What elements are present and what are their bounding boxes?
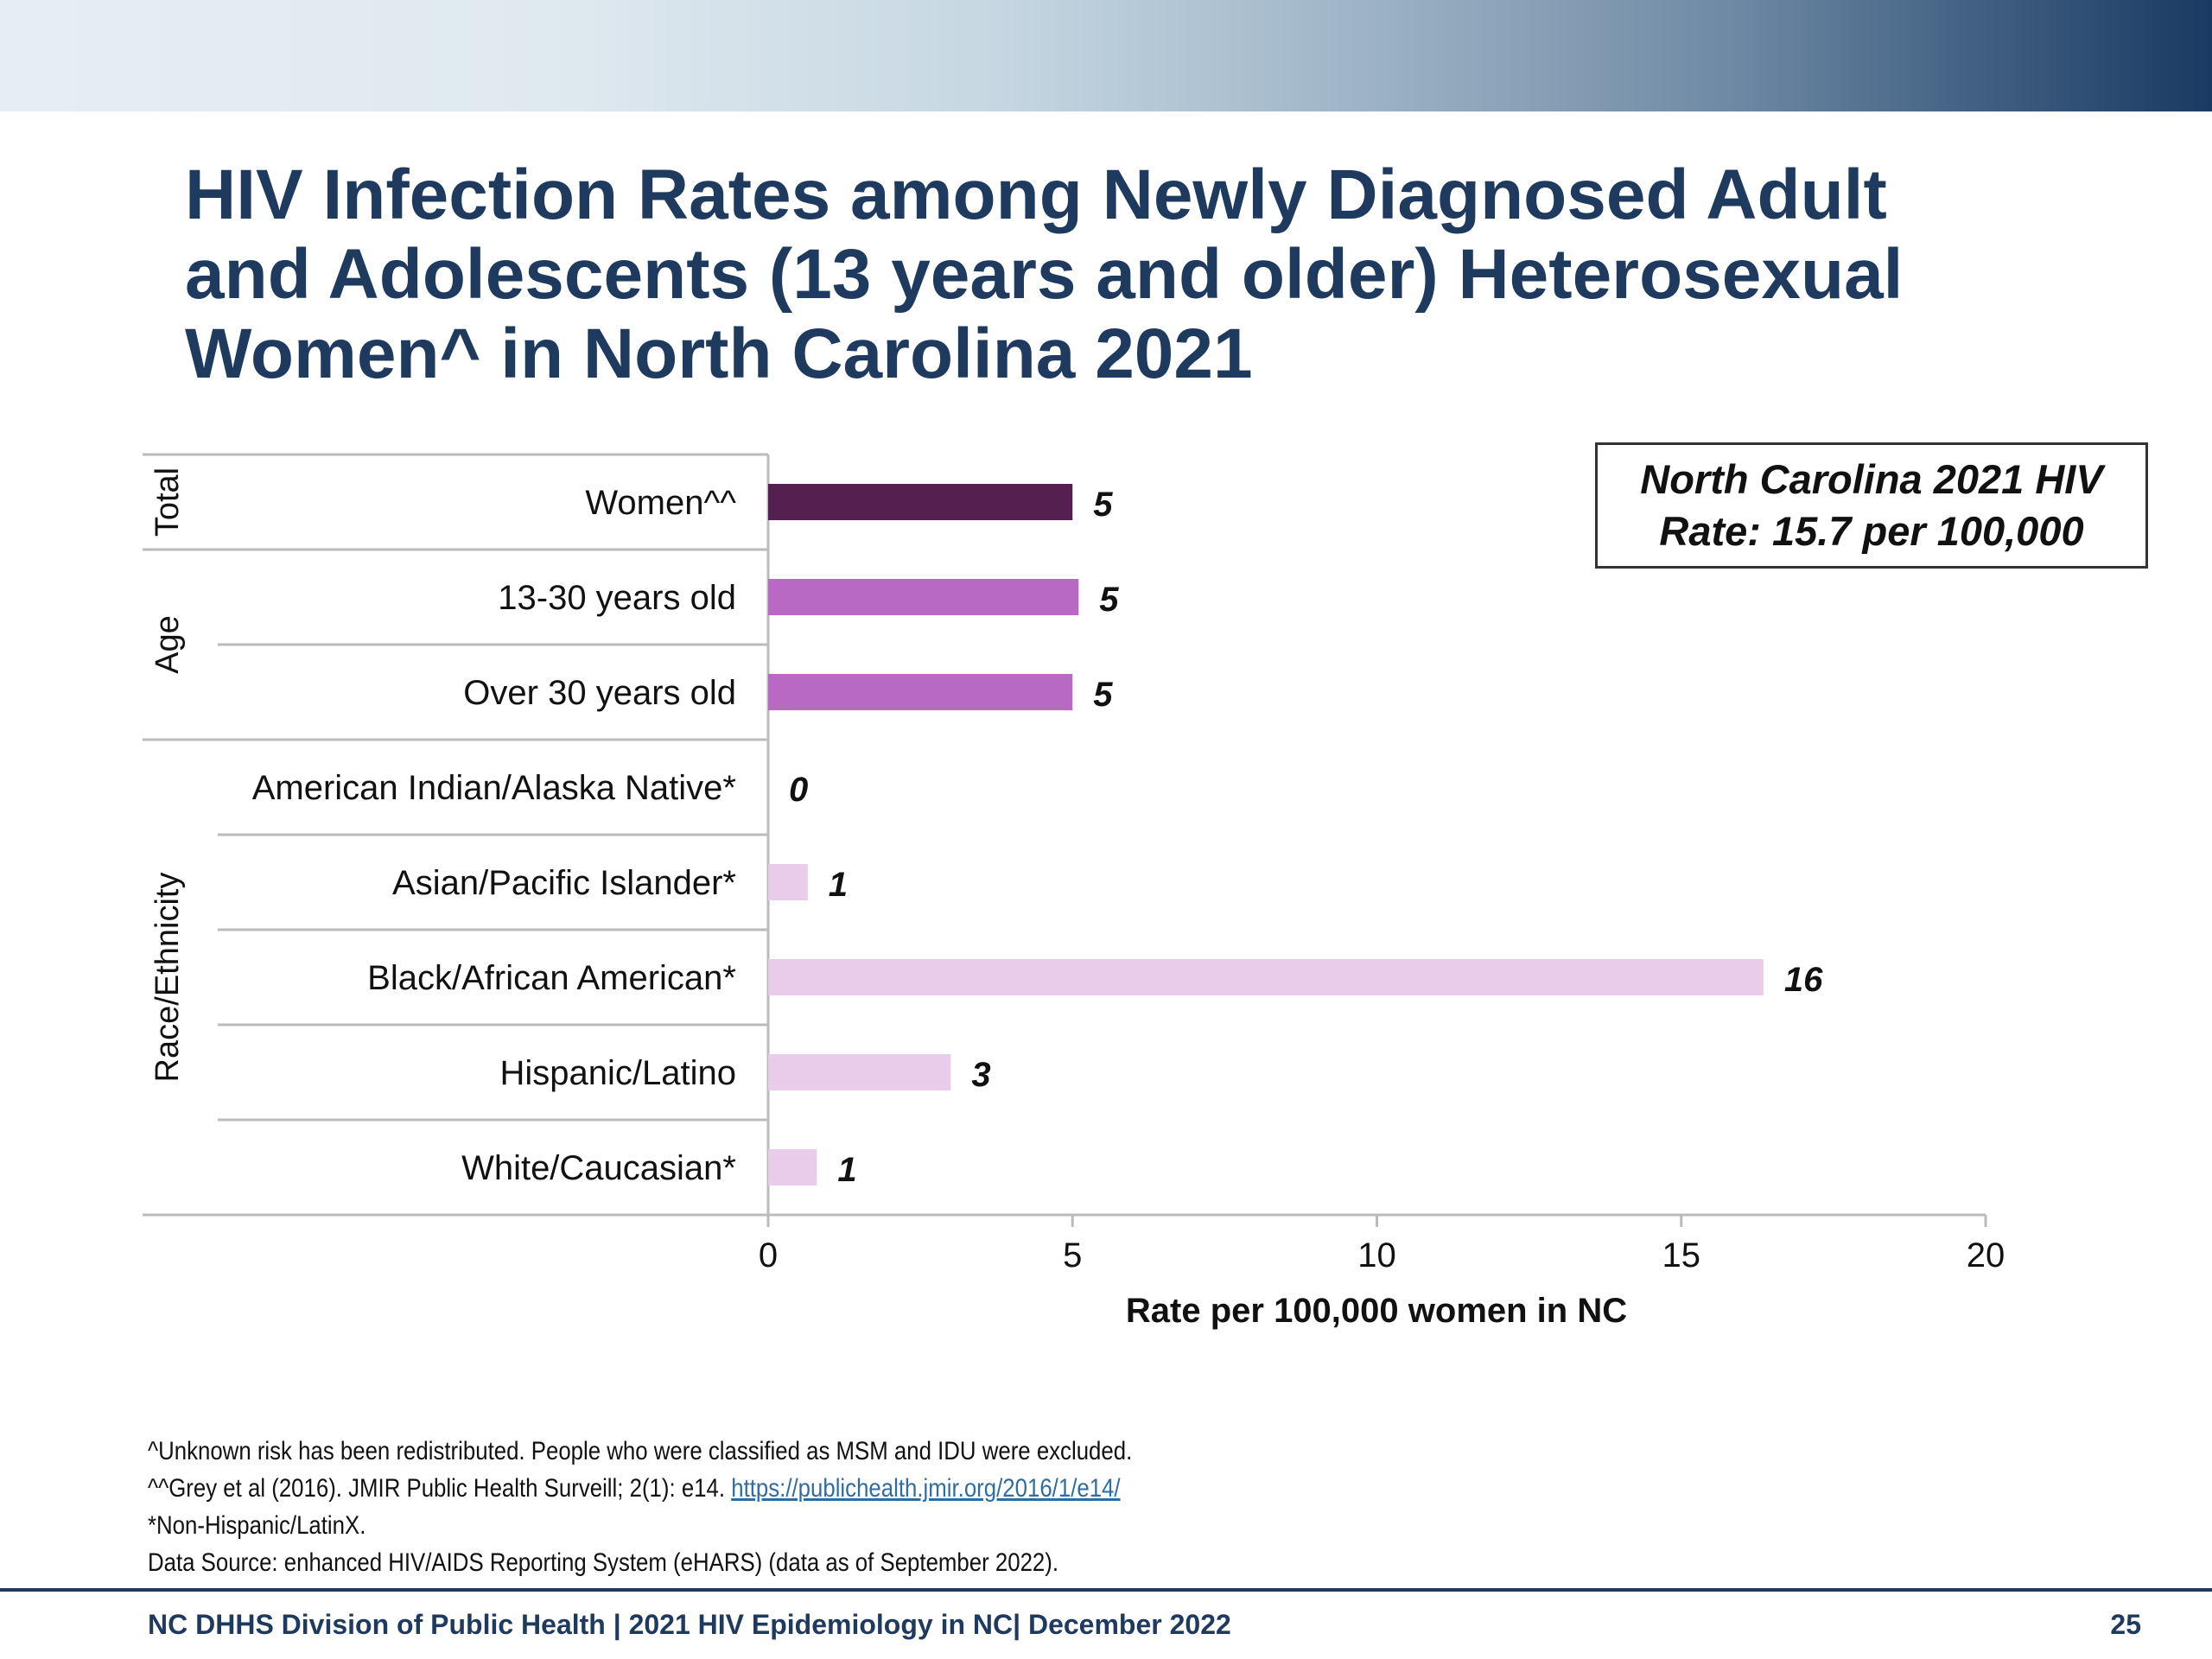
category-label: Black/African American* bbox=[367, 959, 736, 997]
title-line-2: and Adolescents (13 years and older) Het… bbox=[185, 235, 1904, 314]
x-tick-label: 15 bbox=[1662, 1236, 1701, 1274]
x-axis-title: Rate per 100,000 women in NC bbox=[1126, 1292, 1627, 1330]
category-label: 13-30 years old bbox=[498, 579, 736, 617]
x-tick-label: 5 bbox=[1063, 1236, 1082, 1274]
group-labels: Total Age Race/Ethnicity bbox=[149, 467, 186, 1083]
category-label: Over 30 years old bbox=[463, 674, 736, 712]
footnote-nonhispanic: *Non-Hispanic/LatinX. bbox=[148, 1511, 366, 1540]
callout-line-1: North Carolina 2021 HIV bbox=[1640, 456, 2103, 502]
bar bbox=[768, 959, 1764, 995]
x-tick-label: 0 bbox=[759, 1236, 778, 1274]
bar bbox=[768, 674, 1073, 710]
footer-divider bbox=[0, 1588, 2212, 1592]
group-label: Age bbox=[149, 615, 186, 674]
citation-link[interactable]: https://publichealth.jmir.org/2016/1/e14… bbox=[731, 1474, 1121, 1503]
bars bbox=[768, 484, 1764, 1185]
footnote-data-source: Data Source: enhanced HIV/AIDS Reporting… bbox=[148, 1548, 1059, 1577]
category-label: Asian/Pacific Islander* bbox=[392, 864, 736, 902]
category-labels: Women^^ 13-30 years old Over 30 years old A… bbox=[252, 484, 737, 1187]
data-label: 3 bbox=[971, 1056, 990, 1094]
data-label: 1 bbox=[829, 866, 848, 904]
top-banner bbox=[0, 0, 2212, 111]
data-label: 16 bbox=[1784, 961, 1823, 999]
footnote-citation-text: ^^Grey et al (2016). JMIR Public Health … bbox=[148, 1474, 732, 1503]
footnote-citation: ^^Grey et al (2016). JMIR Public Health … bbox=[148, 1470, 1485, 1507]
group-label: Total bbox=[149, 467, 186, 537]
footer-text: NC DHHS Division of Public Health | 2021… bbox=[148, 1609, 1231, 1640]
category-label: American Indian/Alaska Native* bbox=[252, 769, 736, 807]
footnotes: ^Unknown risk has been redistributed. Pe… bbox=[148, 1433, 1485, 1581]
page-number: 25 bbox=[2110, 1609, 2141, 1640]
bar bbox=[768, 1149, 817, 1185]
group-label: Race/Ethnicity bbox=[149, 873, 186, 1083]
state-rate-callout: North Carolina 2021 HIV Rate: 15.7 per 1… bbox=[1595, 442, 2148, 569]
bar bbox=[768, 484, 1073, 520]
category-label: Hispanic/Latino bbox=[500, 1054, 737, 1092]
title-line-1: HIV Infection Rates among Newly Diagnose… bbox=[185, 156, 1887, 234]
title-line-3: Women^ in North Carolina 2021 bbox=[185, 315, 1253, 393]
page-title: HIV Infection Rates among Newly Diagnose… bbox=[185, 156, 2086, 394]
data-label: 0 bbox=[789, 771, 808, 809]
bar bbox=[768, 1054, 951, 1090]
data-label: 5 bbox=[1093, 486, 1113, 524]
data-label: 5 bbox=[1093, 676, 1113, 714]
callout-line-2: Rate: 15.7 per 100,000 bbox=[1659, 508, 2084, 554]
bar bbox=[768, 864, 808, 900]
data-label: 5 bbox=[1099, 581, 1119, 619]
footnote-risk: ^Unknown risk has been redistributed. Pe… bbox=[148, 1437, 1133, 1465]
bar bbox=[768, 579, 1079, 615]
x-tick-label: 10 bbox=[1357, 1236, 1396, 1274]
category-label: White/Caucasian* bbox=[461, 1149, 736, 1187]
bar-chart: Total Age Race/Ethnicity Women^^ 13-30 year… bbox=[143, 453, 2005, 1330]
category-label: Women^^ bbox=[585, 484, 736, 522]
x-tick-label: 20 bbox=[1967, 1236, 2005, 1274]
x-axis: 0 5 10 15 20 bbox=[143, 1213, 2005, 1274]
category-table bbox=[143, 453, 770, 1215]
data-label: 1 bbox=[837, 1151, 856, 1189]
